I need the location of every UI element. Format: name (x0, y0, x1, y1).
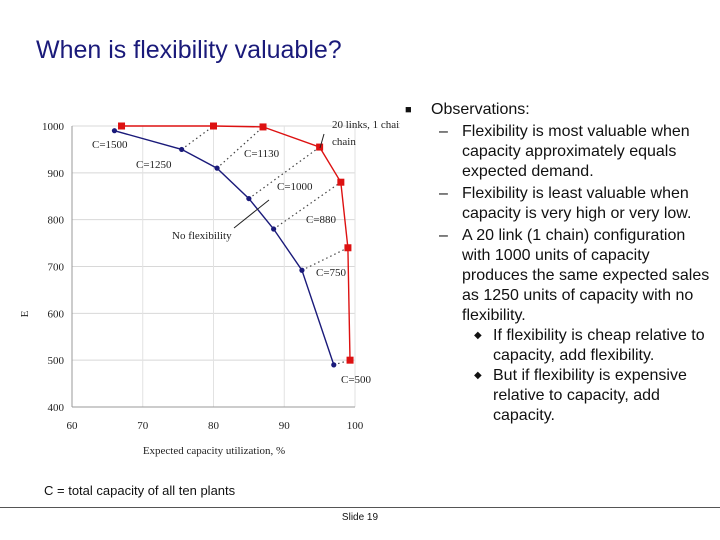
observations-heading: Observations: (431, 101, 530, 118)
observation-item: – Flexibility is least valuable when cap… (403, 184, 717, 224)
y-tick-label: 500 (48, 355, 65, 367)
observation-subitem: ◆ If flexibility is cheap relative to ca… (461, 326, 717, 366)
no-flexibility-annotation: No flexibility (172, 230, 232, 242)
chain-annotation-pointer (319, 133, 325, 149)
chart-annotations: 20 links, 1 chain chain No flexibility (172, 119, 400, 242)
dash-bullet-icon: – (439, 123, 448, 140)
flexibility-chart: 400 500 600 700 800 900 1000 60 70 80 90 100 Expecte… (19, 119, 400, 457)
diamond-bullet-icon: ◆ (474, 330, 482, 341)
subitem-text: If flexibility is cheap relative to capa… (493, 327, 705, 364)
observation-subitem: ◆ But if flexibility is expensive relati… (461, 366, 717, 426)
no-flexibility-point (111, 128, 118, 134)
y-tick-label: 600 (48, 308, 65, 320)
chain-annotation-line2: chain (332, 136, 356, 148)
capacity-label: C=1250 (136, 159, 172, 171)
capacity-connector (248, 146, 320, 200)
observations-list: – Flexibility is most valuable when capa… (403, 122, 717, 426)
observation-item: – Flexibility is most valuable when capa… (403, 122, 717, 182)
x-axis-title: Expected capacity utilization, % (143, 445, 285, 457)
observation-item: – A 20 link (1 chain) configuration with… (403, 226, 717, 426)
y-tick-label: 400 (48, 402, 65, 414)
no-flexibility-point (331, 362, 337, 368)
no-flexibility-point (271, 226, 277, 232)
x-tick-label: 60 (67, 420, 79, 432)
chart-tick-labels: 400 500 600 700 800 900 1000 60 70 80 90 100 Expecte… (19, 121, 364, 457)
chain-point (118, 122, 126, 130)
chart-axes (71, 126, 355, 408)
observation-sublist: ◆ If flexibility is cheap relative to ca… (462, 326, 717, 426)
capacity-label: C=1000 (277, 181, 313, 193)
chain-point (337, 178, 345, 186)
y-tick-label: 800 (48, 215, 65, 227)
x-tick-label: 100 (347, 420, 364, 432)
chain-point (259, 123, 267, 131)
square-bullet-icon: ■ (405, 104, 412, 116)
y-tick-label: 900 (48, 168, 65, 180)
no-flexibility-point (214, 165, 220, 171)
diamond-bullet-icon: ◆ (474, 370, 482, 381)
capacity-connector (181, 125, 214, 150)
capacity-label: C=880 (306, 214, 337, 226)
x-tick-label: 90 (279, 420, 291, 432)
observation-text: A 20 link (1 chain) configuration with 1… (462, 227, 710, 324)
observation-text: Flexibility is least valuable when capac… (462, 185, 692, 222)
observations-panel: ■ Observations: – Flexibility is most va… (403, 100, 717, 428)
chain-point (316, 143, 324, 151)
capacity-label: C=750 (316, 267, 347, 279)
capacity-label: C=1130 (244, 148, 280, 160)
chart-series (111, 122, 354, 368)
chain-point (210, 122, 217, 130)
no-flexibility-point (299, 267, 305, 273)
no-flexibility-point (246, 195, 252, 202)
chart-gridlines (71, 125, 356, 408)
y-axis-title: E (19, 310, 31, 317)
chain-point (346, 356, 354, 364)
x-tick-label: 80 (208, 420, 220, 432)
no-flexibility-pointer (233, 199, 270, 229)
chain-point (344, 244, 352, 252)
capacity-connector (273, 181, 342, 230)
y-tick-label: 700 (48, 262, 65, 274)
chain-annotation-line1: 20 links, 1 chain (332, 119, 400, 131)
footer-divider (0, 507, 720, 508)
slide-title: When is flexibility valuable? (36, 36, 342, 64)
capacity-labels: C=1500 C=1250 C=1130 C=1000 C=880 C=750 C=500 (92, 139, 372, 386)
chart-caption: C = total capacity of all ten plants (44, 483, 236, 498)
subitem-text: But if flexibility is expensive relative… (493, 367, 687, 424)
capacity-connector (216, 126, 264, 169)
dash-bullet-icon: – (439, 185, 448, 202)
capacity-label: C=1500 (92, 139, 128, 151)
observations-heading-row: ■ Observations: (403, 100, 717, 120)
observation-text: Flexibility is most valuable when capaci… (462, 123, 690, 180)
y-tick-label: 1000 (42, 121, 65, 133)
no-flexibility-point (179, 146, 185, 153)
slide-number: Slide 19 (341, 512, 379, 523)
x-tick-label: 70 (137, 420, 149, 432)
capacity-label: C=500 (341, 374, 372, 386)
dash-bullet-icon: – (439, 227, 448, 244)
